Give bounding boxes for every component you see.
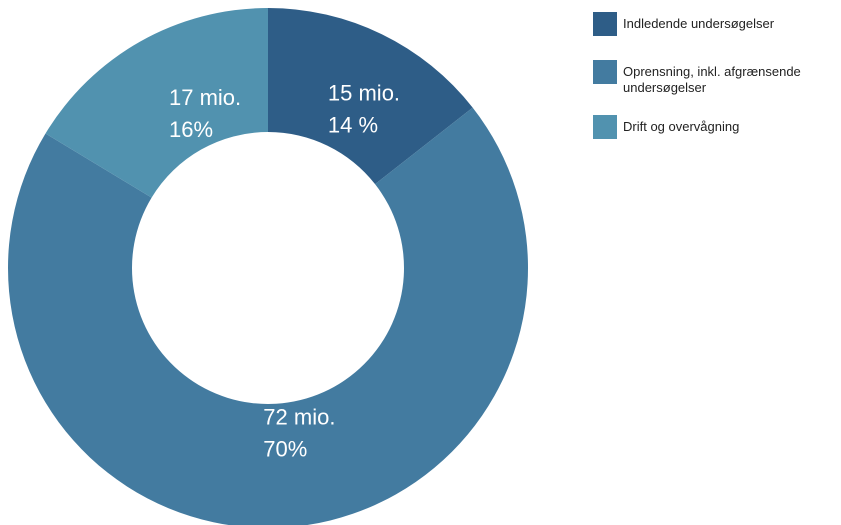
legend-item-indledende-undersogelser: Indledende undersøgelser	[593, 12, 841, 36]
legend-swatch	[593, 115, 617, 139]
chart-legend: Indledende undersøgelser Oprensning, ink…	[593, 12, 841, 139]
slice-amount-label: 15 mio.	[328, 80, 400, 105]
slice-percent-label: 16%	[169, 117, 213, 142]
legend-label: Drift og overvågning	[623, 119, 740, 134]
slice-percent-label: 14 %	[328, 112, 378, 137]
legend-swatch	[593, 60, 617, 84]
donut-slice-oprensning-inkl-afgraensende-undersogelser	[8, 107, 529, 525]
slice-amount-label: 17 mio.	[169, 85, 241, 110]
donut-slice-indledende-undersogelser	[268, 8, 473, 185]
slice-percent-label: 70%	[263, 437, 307, 462]
legend-swatch	[593, 12, 617, 36]
legend-label: Oprensning, inkl. afgrænsende undersøgel…	[623, 64, 801, 95]
legend-item-oprensning: Oprensning, inkl. afgrænsende undersøgel…	[593, 60, 841, 96]
legend-label: Indledende undersøgelser	[623, 16, 775, 31]
donut-slices	[8, 8, 529, 525]
slice-labels: 15 mio. 14 % 72 mio. 70% 17 mio. 16%	[169, 80, 400, 461]
slice-amount-label: 72 mio.	[263, 405, 335, 430]
donut-slice-drift-og-overvagning	[45, 8, 268, 198]
legend-item-drift-og-overvagning: Drift og overvågning	[593, 115, 841, 139]
